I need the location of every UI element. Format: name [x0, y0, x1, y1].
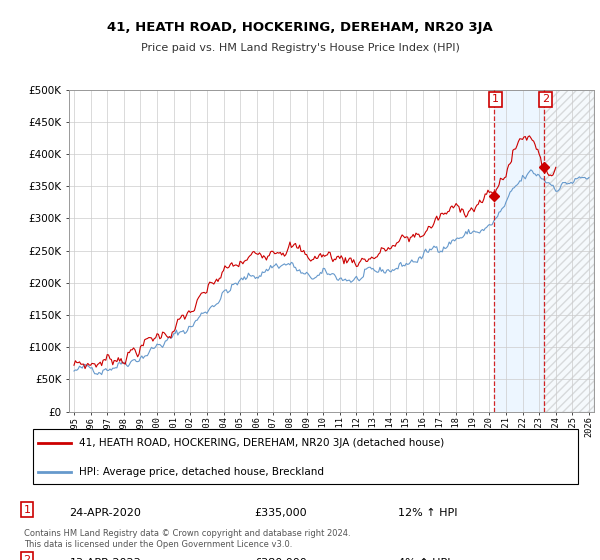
Text: 41, HEATH ROAD, HOCKERING, DEREHAM, NR20 3JA (detached house): 41, HEATH ROAD, HOCKERING, DEREHAM, NR20…: [79, 438, 444, 448]
Text: HPI: Average price, detached house, Breckland: HPI: Average price, detached house, Brec…: [79, 467, 323, 477]
Text: 1: 1: [492, 95, 499, 105]
Text: 2: 2: [542, 95, 549, 105]
Text: 41, HEATH ROAD, HOCKERING, DEREHAM, NR20 3JA: 41, HEATH ROAD, HOCKERING, DEREHAM, NR20…: [107, 21, 493, 34]
Text: 24-APR-2020: 24-APR-2020: [70, 507, 142, 517]
Bar: [544, 90, 594, 412]
FancyBboxPatch shape: [33, 429, 578, 484]
Text: 2: 2: [23, 555, 31, 560]
Bar: [494, 90, 544, 412]
Text: £380,000: £380,000: [254, 558, 307, 560]
Text: 12% ↑ HPI: 12% ↑ HPI: [398, 507, 457, 517]
Text: 4% ↑ HPI: 4% ↑ HPI: [398, 558, 451, 560]
Text: £335,000: £335,000: [254, 507, 307, 517]
Text: 13-APR-2023: 13-APR-2023: [70, 558, 141, 560]
Text: Price paid vs. HM Land Registry's House Price Index (HPI): Price paid vs. HM Land Registry's House …: [140, 43, 460, 53]
Text: Contains HM Land Registry data © Crown copyright and database right 2024.
This d: Contains HM Land Registry data © Crown c…: [24, 529, 350, 549]
Text: 1: 1: [23, 505, 31, 515]
